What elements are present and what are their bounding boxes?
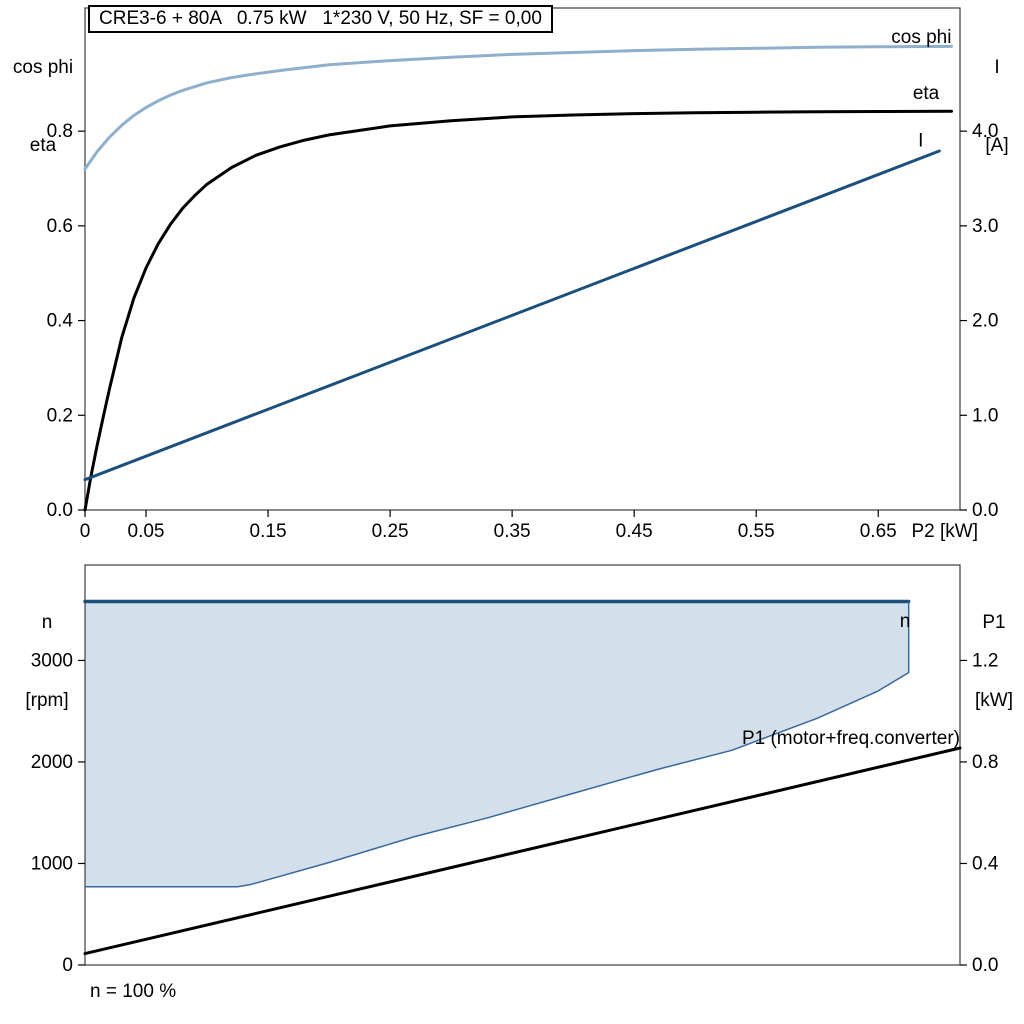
curve-label-p1-motor-freq-converter-: P1 (motor+freq.converter) <box>742 728 960 749</box>
y-left-tick-label: 2000 <box>31 752 73 773</box>
axis-title-p1: P1 <box>982 612 1006 633</box>
series-cos-phi <box>83 44 953 171</box>
x-axis-label: P2 [kW] <box>911 521 978 542</box>
axis-title-eta: eta <box>29 135 57 156</box>
plot-frame <box>84 564 961 966</box>
y-left-tick-label: 0 <box>62 955 73 976</box>
plot-frame <box>84 7 961 511</box>
axis-title-bottom-left: n [rpm] <box>8 558 86 766</box>
chart-title-box: CRE3-6 + 80A 0.75 kW 1*230 V, 50 Hz, SF … <box>88 5 553 33</box>
speed-footnote: n = 100 % <box>90 981 177 1002</box>
x-tick-label: 0.45 <box>616 521 653 542</box>
curve-label-eta: eta <box>913 83 940 104</box>
y-right-tick-label: 0.0 <box>972 500 998 521</box>
y-right-tick-label: 1.0 <box>972 405 998 426</box>
x-tick-label: 0.55 <box>738 521 775 542</box>
series-current <box>83 149 941 482</box>
speed-envelope-region <box>85 601 909 887</box>
y-right-tick-label: 3.0 <box>972 216 998 237</box>
x-tick-label: 0.05 <box>128 521 165 542</box>
x-tick-label: 0.15 <box>250 521 287 542</box>
axis-title-current: I <box>994 57 1000 78</box>
y-right-tick-label: 2.0 <box>972 311 998 332</box>
axis-title-p1-unit: [kW] <box>975 690 1013 711</box>
y-right-tick-label: 4.0 <box>972 121 998 142</box>
y-right-tick-label: 0.0 <box>972 955 998 976</box>
curve-label-i: I <box>918 130 923 151</box>
curve-label-cos-phi: cos phi <box>891 27 951 48</box>
y-left-tick-label: 3000 <box>31 650 73 671</box>
x-tick-label: 0.25 <box>372 521 409 542</box>
y-left-tick-label: 0.4 <box>47 311 74 332</box>
y-right-tick-label: 0.4 <box>972 853 999 874</box>
x-tick-label: 0.35 <box>494 521 531 542</box>
speed-power-chart: 0 1000 2000 3000 0.0 0.4 0.8 1.2 n P1 (motor+freq… <box>31 564 999 976</box>
x-tick-label: 0.65 <box>860 521 897 542</box>
axis-title-top-left: cos phi eta <box>4 3 82 211</box>
axis-title-top-right: I [A] <box>972 3 1022 211</box>
axis-title-speed-unit: [rpm] <box>25 690 69 711</box>
y-left-tick-label: 1000 <box>31 853 73 874</box>
series-eta <box>83 109 953 512</box>
axis-title-current-unit: [A] <box>985 135 1009 156</box>
y-left-tick-label: 0.0 <box>47 500 73 521</box>
y-right-tick-label: 0.8 <box>972 752 998 773</box>
x-tick-label: 0 <box>80 521 91 542</box>
axis-title-bottom-right: P1 [kW] <box>966 558 1022 766</box>
series-speed-min-boundary <box>84 600 910 888</box>
motor-performance-chart: 0 0.05 0.15 0.25 0.35 0.45 0.55 0.65 P2 [kW]0.00… <box>47 7 998 542</box>
curve-label-n: n <box>900 611 911 632</box>
y-left-tick-label: 0.2 <box>47 405 73 426</box>
series-p1 <box>83 746 962 956</box>
y-left-tick-label: 0.8 <box>47 121 73 142</box>
y-left-tick-label: 0.6 <box>47 216 73 237</box>
axis-title-speed: n <box>41 612 53 633</box>
axis-title-cos-phi: cos phi <box>12 57 74 78</box>
y-right-tick-label: 1.2 <box>972 650 998 671</box>
